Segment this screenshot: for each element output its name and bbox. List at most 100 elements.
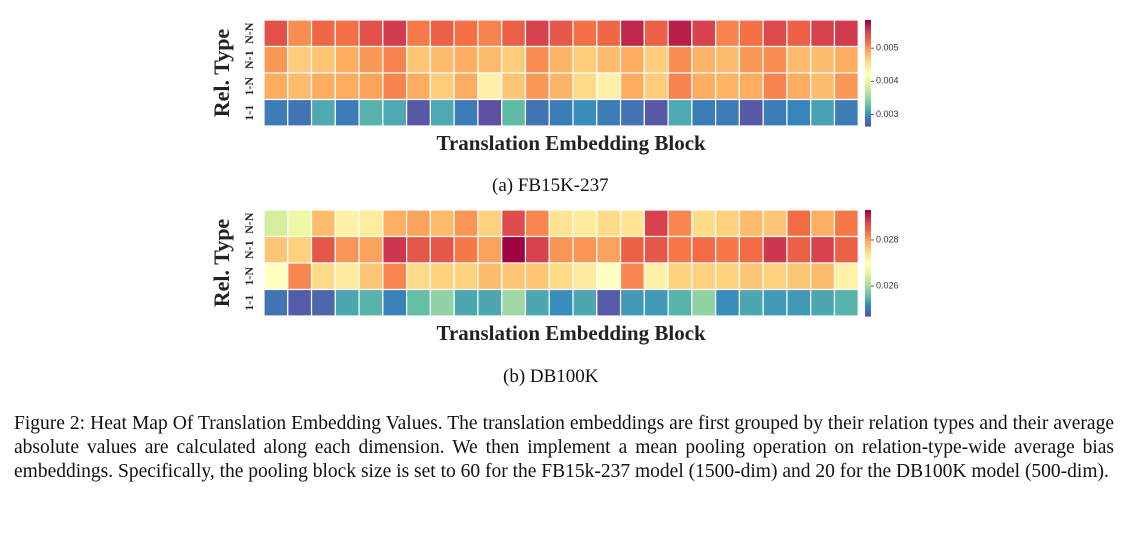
colorbar-segment — [865, 62, 871, 65]
heatmap-cell — [691, 288, 717, 317]
heatmap-cell — [691, 262, 717, 291]
subfigure-label-b: (b) DB100K — [503, 366, 599, 387]
colorbar-segment — [865, 268, 871, 271]
colorbar-segment — [865, 35, 871, 39]
heatmap-cell — [715, 209, 741, 238]
colorbar-segment — [865, 255, 871, 259]
heatmap-cell — [643, 288, 669, 317]
heatmap-cell — [833, 209, 859, 238]
heatmap-cell — [310, 262, 336, 291]
colorbar-segment — [865, 21, 871, 25]
colorbar-segment — [865, 229, 871, 232]
heatmap-cell — [548, 262, 574, 291]
heatmap-cell — [786, 19, 812, 48]
colorbar-segment — [865, 250, 871, 253]
colorbar-segment — [865, 277, 871, 280]
heatmap-cell — [762, 19, 788, 48]
heatmap-cell — [382, 45, 408, 74]
colorbar-segment — [865, 220, 871, 223]
heatmap-cell — [358, 19, 384, 48]
heatmap-cell — [596, 98, 622, 127]
heatmap-cell — [667, 19, 693, 48]
heatmap-cell — [263, 45, 289, 74]
colorbar-segment — [865, 46, 871, 49]
colorbar-segment — [865, 211, 871, 215]
heatmap-cell — [762, 288, 788, 317]
heatmap-cell — [524, 288, 550, 317]
colorbar-segment — [865, 284, 871, 287]
colorbar-segment — [865, 245, 871, 248]
heatmap-cell — [406, 72, 431, 101]
heatmap-cell — [619, 262, 645, 291]
heatmap-cell — [334, 235, 360, 264]
heatmap-cell — [643, 72, 669, 101]
heatmap-cell — [786, 262, 812, 291]
heatmap-cell — [572, 235, 598, 264]
colorbar-segment — [865, 85, 871, 88]
heatmap-cell — [334, 45, 360, 74]
heatmap-cell — [691, 45, 717, 74]
colorbar-segment — [865, 108, 871, 111]
heatmap-cell — [548, 235, 574, 264]
colorbar-segment — [865, 282, 871, 285]
heatmap-cell — [263, 235, 289, 264]
colorbar-segment — [865, 275, 871, 278]
heatmap-cell — [429, 288, 455, 317]
heatmap-cell — [572, 262, 598, 291]
heatmap-cell — [810, 19, 836, 48]
colorbar-segment — [865, 44, 871, 48]
colorbar-segment — [865, 32, 871, 35]
heatmap-cell — [524, 45, 550, 74]
heatmap-cell — [358, 72, 384, 101]
heatmap-cell — [358, 262, 384, 291]
heatmap-cell — [596, 235, 622, 264]
colorbar-segment — [865, 222, 871, 225]
heatmap-cell — [429, 209, 455, 238]
colorbar-segment — [865, 67, 871, 71]
heatmap-cell — [738, 72, 764, 101]
heatmap-cell — [572, 209, 598, 238]
heatmap-cell — [667, 98, 693, 127]
colorbar-segment — [865, 28, 871, 32]
colorbar-segment — [865, 217, 871, 220]
heatmap-cell — [548, 98, 574, 127]
heatmap-cell — [382, 72, 408, 101]
heatmap-cell — [501, 98, 527, 127]
heatmap-cell — [310, 98, 336, 127]
heatmap-cell — [786, 288, 812, 317]
heatmap-cell — [833, 98, 859, 127]
heatmap-cell — [263, 19, 289, 48]
heatmap-cell — [833, 19, 859, 48]
heatmap-cell — [334, 19, 360, 48]
colorbar-segment — [865, 266, 871, 269]
heatmap-cell — [453, 72, 479, 101]
heatmap-cell — [287, 72, 313, 101]
colorbar-segment — [865, 294, 871, 298]
heatmap-cell — [287, 262, 313, 291]
heatmap-cell — [833, 235, 859, 264]
heatmap-cell — [263, 288, 289, 317]
colorbar-segment — [865, 117, 871, 120]
heatmap-cell — [643, 262, 669, 291]
colorbar-segment — [865, 94, 871, 97]
heatmap-cell — [786, 209, 812, 238]
heatmap-cell — [738, 19, 764, 48]
heatmap-cell — [334, 262, 360, 291]
heatmap-cell — [738, 98, 764, 127]
heatmap-cell — [287, 19, 313, 48]
heatmap-cell — [762, 262, 788, 291]
heatmap-cell — [477, 288, 503, 317]
heatmap-cell — [287, 235, 313, 264]
heatmap-cell — [810, 98, 836, 127]
row-tick-label: N-N — [242, 212, 256, 234]
colorbar-segment — [865, 58, 871, 62]
colorbar-segment — [865, 307, 871, 310]
colorbar-segment — [865, 99, 871, 102]
colorbar-segment — [865, 264, 871, 268]
colorbar-segment — [865, 308, 871, 312]
heatmap-cell — [810, 262, 836, 291]
heatmap-cell — [358, 288, 384, 317]
heatmap-cell — [382, 19, 408, 48]
heatmap-cell — [263, 98, 289, 127]
colorbar-segment — [865, 310, 871, 314]
